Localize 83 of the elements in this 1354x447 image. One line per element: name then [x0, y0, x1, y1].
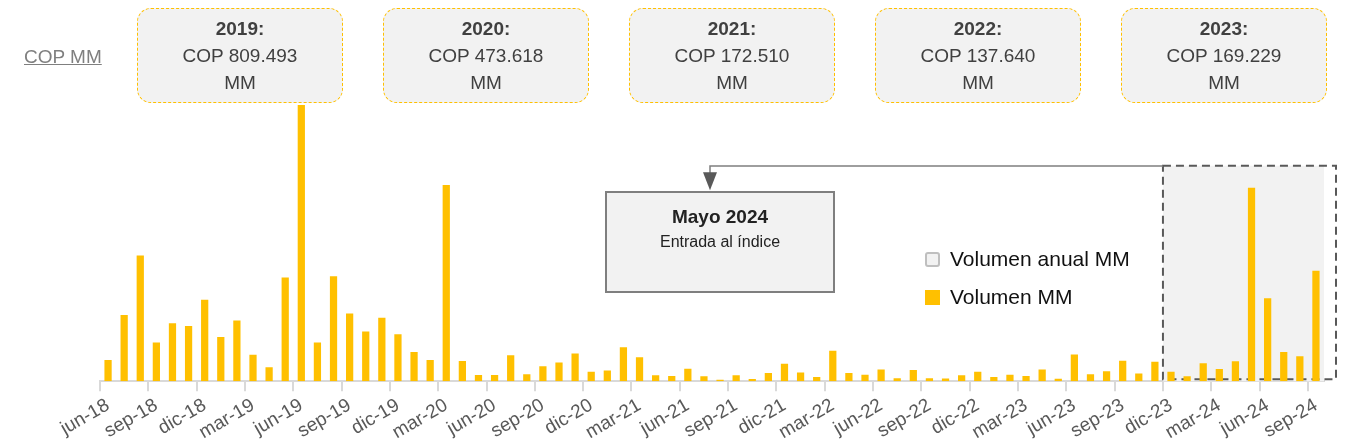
- bar: [925, 378, 934, 382]
- bar: [442, 185, 450, 382]
- bar: [120, 314, 128, 382]
- bar: [829, 350, 837, 382]
- bar: [362, 331, 370, 382]
- bar: [152, 342, 160, 382]
- bar: [555, 362, 563, 382]
- text: 2020: COP 473.618 MM: [428, 18, 544, 93]
- bar: [1312, 270, 1320, 382]
- bar: [1231, 361, 1240, 382]
- bar: [909, 370, 917, 382]
- bar: [265, 367, 273, 382]
- bar: [168, 323, 177, 382]
- text: 2021: COP 172.510 MM: [674, 18, 790, 93]
- bar: [281, 277, 289, 382]
- bar: [523, 374, 531, 382]
- bar: [587, 371, 595, 382]
- bar: [1199, 363, 1207, 382]
- bar: [619, 347, 628, 382]
- bar: [346, 313, 354, 382]
- bar: [1247, 187, 1256, 382]
- bar: [539, 366, 547, 382]
- bar: [1086, 374, 1095, 382]
- bar: [732, 375, 740, 382]
- bar: [217, 336, 225, 382]
- bar: [104, 359, 112, 382]
- bar: [603, 370, 611, 382]
- bar: [780, 363, 789, 382]
- bar: [1151, 361, 1159, 382]
- bar: [571, 353, 579, 382]
- bar: [329, 276, 338, 382]
- bar: [635, 357, 644, 382]
- bar: [201, 299, 209, 382]
- text: 2019: COP 809.493 MM: [182, 18, 298, 93]
- bar: [958, 375, 966, 382]
- bar: [410, 351, 418, 382]
- bar: [990, 377, 998, 382]
- annotation: Volumen anual MM: [950, 247, 1130, 271]
- annotation: Mayo 2024 Entrada al índice: [659, 206, 781, 250]
- bar: [1006, 374, 1014, 382]
- bar: [426, 359, 434, 382]
- bar: [796, 372, 805, 382]
- bar: [1167, 371, 1175, 382]
- bar: [877, 369, 885, 382]
- bar: [1296, 356, 1304, 382]
- bar: [813, 377, 821, 382]
- bar: [652, 375, 660, 382]
- bar: [233, 320, 241, 382]
- bar: [668, 375, 676, 382]
- bar: [313, 342, 322, 382]
- y-axis-title: COP MM: [24, 46, 102, 68]
- bar: [394, 334, 402, 382]
- bar: [974, 371, 982, 382]
- bar: [1119, 360, 1127, 382]
- bar: [1215, 369, 1223, 382]
- bar: [1102, 371, 1111, 382]
- bar: [845, 372, 853, 382]
- bar: [684, 368, 692, 382]
- text: 2023: COP 169.229 MM: [1166, 18, 1282, 93]
- bar: [378, 317, 386, 382]
- bar: [458, 361, 466, 382]
- bar: [700, 376, 708, 382]
- callout-box: Mayo 2024 Entrada al índice: [605, 191, 835, 293]
- bar: [1135, 373, 1143, 382]
- bar: [249, 354, 257, 382]
- bar: [490, 375, 499, 382]
- bar: [1038, 369, 1046, 382]
- bar: [1280, 351, 1288, 382]
- legend-label: Volumen MM: [950, 285, 1073, 309]
- bar: [1264, 298, 1272, 382]
- bar: [893, 378, 901, 382]
- bar: [764, 372, 772, 382]
- bar: [297, 105, 305, 382]
- bar: [861, 374, 869, 382]
- bar: [1070, 354, 1078, 382]
- bar: [941, 378, 950, 382]
- bar: [184, 325, 193, 382]
- bar: [1022, 375, 1030, 382]
- bar: [507, 355, 515, 382]
- bar: [136, 255, 144, 382]
- text: 2022: COP 137.640 MM: [920, 18, 1036, 93]
- bar: [1183, 376, 1191, 382]
- bar: [474, 375, 483, 382]
